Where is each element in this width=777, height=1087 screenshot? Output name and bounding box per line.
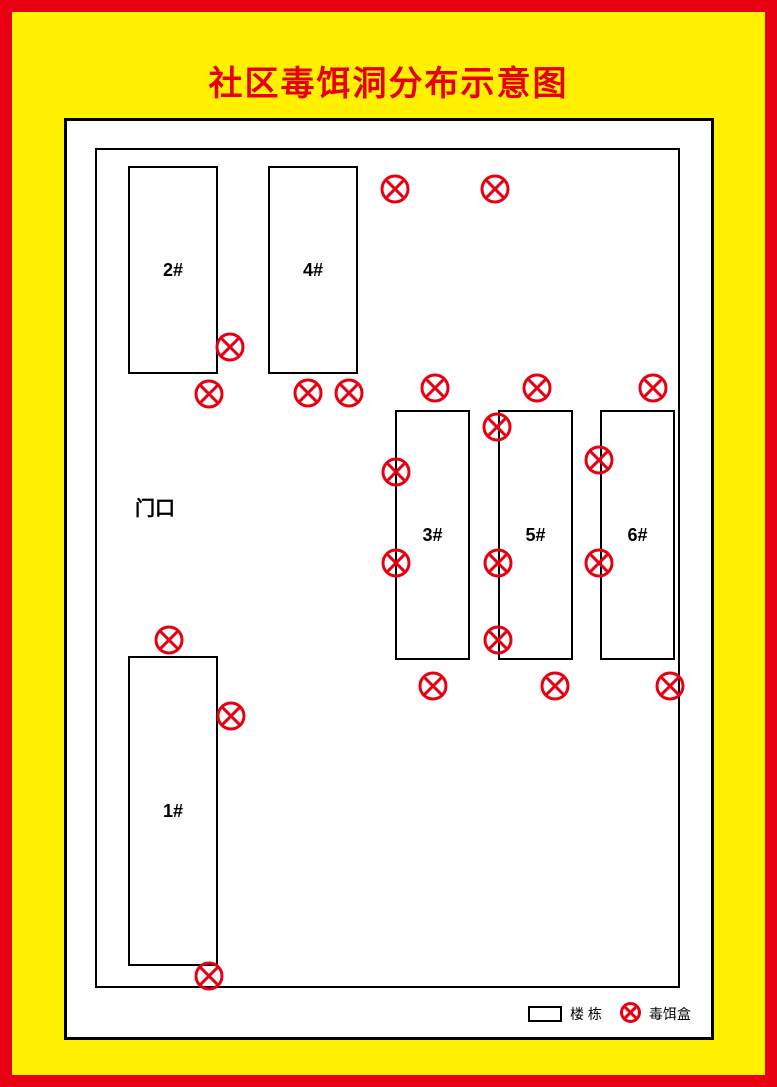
- bait-box-marker: [523, 374, 552, 403]
- bait-box-marker: [541, 672, 570, 701]
- legend-building-icon: [528, 1006, 562, 1022]
- bait-box-marker: [216, 333, 245, 362]
- bait-box-icon: [195, 380, 224, 409]
- bait-box-icon: [523, 374, 552, 403]
- bait-box-marker: [195, 380, 224, 409]
- building-b3: 3#: [395, 410, 470, 660]
- legend-bait-icon: [620, 1002, 641, 1026]
- bait-box-marker: [335, 379, 364, 408]
- building-b5: 5#: [498, 410, 573, 660]
- bait-box-marker: [481, 175, 510, 204]
- bait-box-icon: [419, 672, 448, 701]
- bait-box-marker: [419, 672, 448, 701]
- building-label: 4#: [303, 260, 323, 281]
- bait-box-icon: [217, 702, 246, 731]
- bait-box-marker: [484, 549, 513, 578]
- bait-box-marker: [639, 374, 668, 403]
- bait-box-icon: [155, 626, 184, 655]
- bait-box-icon: [585, 549, 614, 578]
- bait-box-icon: [195, 962, 224, 991]
- bait-box-icon: [620, 1002, 641, 1026]
- legend-building-label: 楼 栋: [570, 1004, 602, 1024]
- entrance-label: 门口: [135, 492, 175, 521]
- map-frame: 1# 2# 3# 4# 5# 6# 门口 楼 栋 毒饵盒: [64, 118, 714, 1040]
- bait-box-marker: [294, 379, 323, 408]
- bait-box-marker: [484, 626, 513, 655]
- bait-box-marker: [155, 626, 184, 655]
- bait-box-icon: [541, 672, 570, 701]
- bait-box-icon: [585, 446, 614, 475]
- building-label: 1#: [163, 801, 183, 822]
- bait-box-icon: [216, 333, 245, 362]
- poster-root: 社区毒饵洞分布示意图 1# 2# 3# 4# 5# 6# 门口 楼 栋 毒饵盒: [0, 0, 777, 1087]
- bait-box-marker: [656, 672, 685, 701]
- path-segment: [95, 148, 97, 988]
- bait-box-marker: [382, 549, 411, 578]
- building-b1: 1#: [128, 656, 218, 966]
- bait-box-marker: [195, 962, 224, 991]
- path-segment: [95, 148, 680, 150]
- bait-box-icon: [481, 175, 510, 204]
- legend: 楼 栋 毒饵盒: [528, 1002, 691, 1026]
- building-b2: 2#: [128, 166, 218, 374]
- building-label: 6#: [627, 525, 647, 546]
- bait-box-icon: [335, 379, 364, 408]
- bait-box-icon: [421, 374, 450, 403]
- bait-box-marker: [585, 549, 614, 578]
- bait-box-marker: [585, 446, 614, 475]
- bait-box-icon: [484, 549, 513, 578]
- path-segment: [95, 986, 680, 988]
- path-segment: [678, 148, 680, 988]
- legend-bait-label: 毒饵盒: [649, 1004, 691, 1024]
- building-b4: 4#: [268, 166, 358, 374]
- building-label: 3#: [422, 525, 442, 546]
- bait-box-icon: [639, 374, 668, 403]
- bait-box-icon: [484, 626, 513, 655]
- bait-box-icon: [382, 549, 411, 578]
- bait-box-marker: [483, 413, 512, 442]
- diagram-title: 社区毒饵洞分布示意图: [0, 56, 777, 105]
- bait-box-icon: [483, 413, 512, 442]
- bait-box-icon: [382, 458, 411, 487]
- bait-box-icon: [656, 672, 685, 701]
- bait-box-icon: [294, 379, 323, 408]
- building-label: 2#: [163, 260, 183, 281]
- bait-box-marker: [421, 374, 450, 403]
- bait-box-marker: [217, 702, 246, 731]
- bait-box-icon: [381, 175, 410, 204]
- bait-box-marker: [381, 175, 410, 204]
- building-label: 5#: [525, 525, 545, 546]
- bait-box-marker: [382, 458, 411, 487]
